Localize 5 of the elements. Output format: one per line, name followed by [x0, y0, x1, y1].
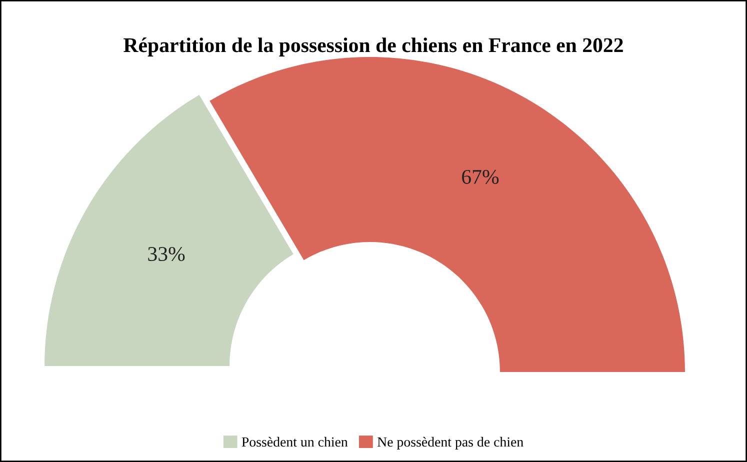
data-label: 33% — [148, 246, 185, 262]
chart-title: Répartition de la possession de chiens en France en 2022 — [124, 38, 623, 56]
legend-label: Ne possèdent pas de chien — [377, 436, 524, 450]
legend-label: Possèdent un chien — [242, 436, 348, 447]
data-label: 67% — [462, 170, 499, 184]
